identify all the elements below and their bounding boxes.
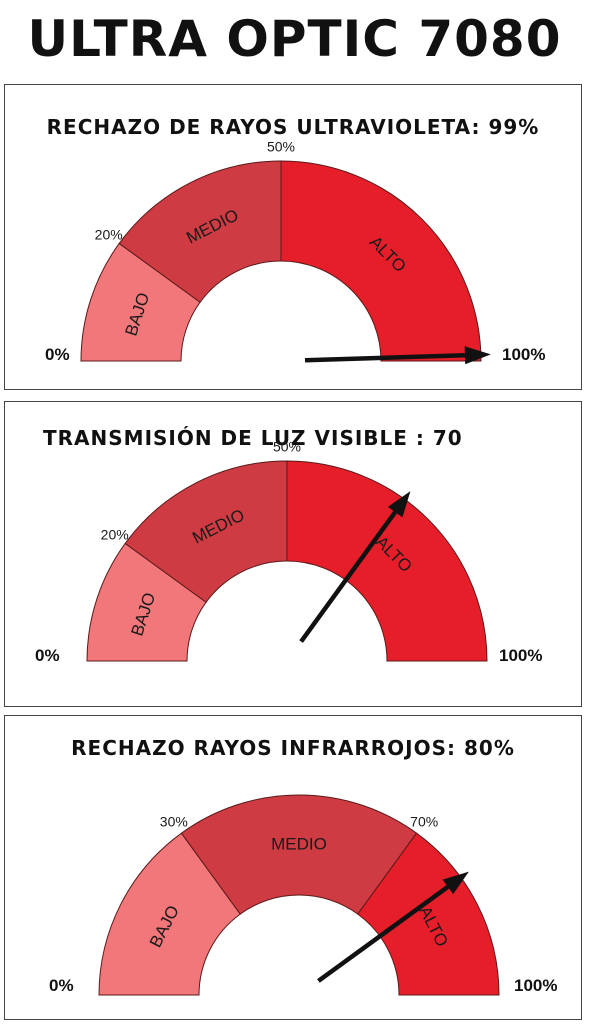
visible-light-threshold-label-low: 20% (101, 527, 129, 543)
infrared-zone-medium (180, 794, 418, 915)
uv-zone-high (280, 160, 482, 362)
infrared-threshold-label-high: 70% (410, 813, 438, 829)
visible-light-threshold-label-high: 50% (273, 439, 301, 455)
uv-panel-title: RECHAZO DE RAYOS ULTRAVIOLETA: 99% (46, 115, 540, 139)
infrared-min-label: 0% (49, 976, 74, 995)
visible-light-max-label: 100% (499, 646, 543, 665)
uv-threshold-label-low: 20% (95, 227, 123, 243)
infrared-needle-arrowhead (442, 871, 469, 895)
visible-light-min-label: 0% (35, 646, 60, 665)
infrared-panel-title: RECHAZO RAYOS INFRARROJOS: 80% (71, 736, 515, 760)
uv-max-label: 100% (502, 345, 546, 364)
visible-light-panel: TRANSMISIÓN DE LUZ VISIBLE : 70 BAJO MEDI… (4, 401, 582, 707)
uv-rejection-panel: RECHAZO DE RAYOS ULTRAVIOLETA: 99% BAJO M… (4, 84, 582, 390)
infrared-rejection-panel: RECHAZO RAYOS INFRARROJOS: 80% BAJO MEDIO… (4, 715, 582, 1020)
uv-needle-arrowhead (464, 346, 491, 365)
infrared-zone-label-medium: MEDIO (271, 834, 327, 853)
visible-light-needle-arrowhead (387, 491, 411, 518)
uv-min-label: 0% (45, 345, 70, 364)
infrared-max-label: 100% (514, 976, 558, 995)
infrared-threshold-label-low: 30% (160, 813, 188, 829)
visible-light-zone-high (286, 460, 488, 662)
uv-needle-shaft (304, 352, 465, 363)
visible-light-needle-shaft (299, 510, 397, 643)
infrared-zone-high (357, 832, 500, 996)
visible-light-panel-title: TRANSMISIÓN DE LUZ VISIBLE : 70 (43, 426, 463, 450)
infrared-needle-shaft (317, 885, 450, 983)
uv-threshold-label-high: 50% (267, 139, 295, 155)
page-title: ULTRA OPTIC 7080 (27, 10, 562, 68)
